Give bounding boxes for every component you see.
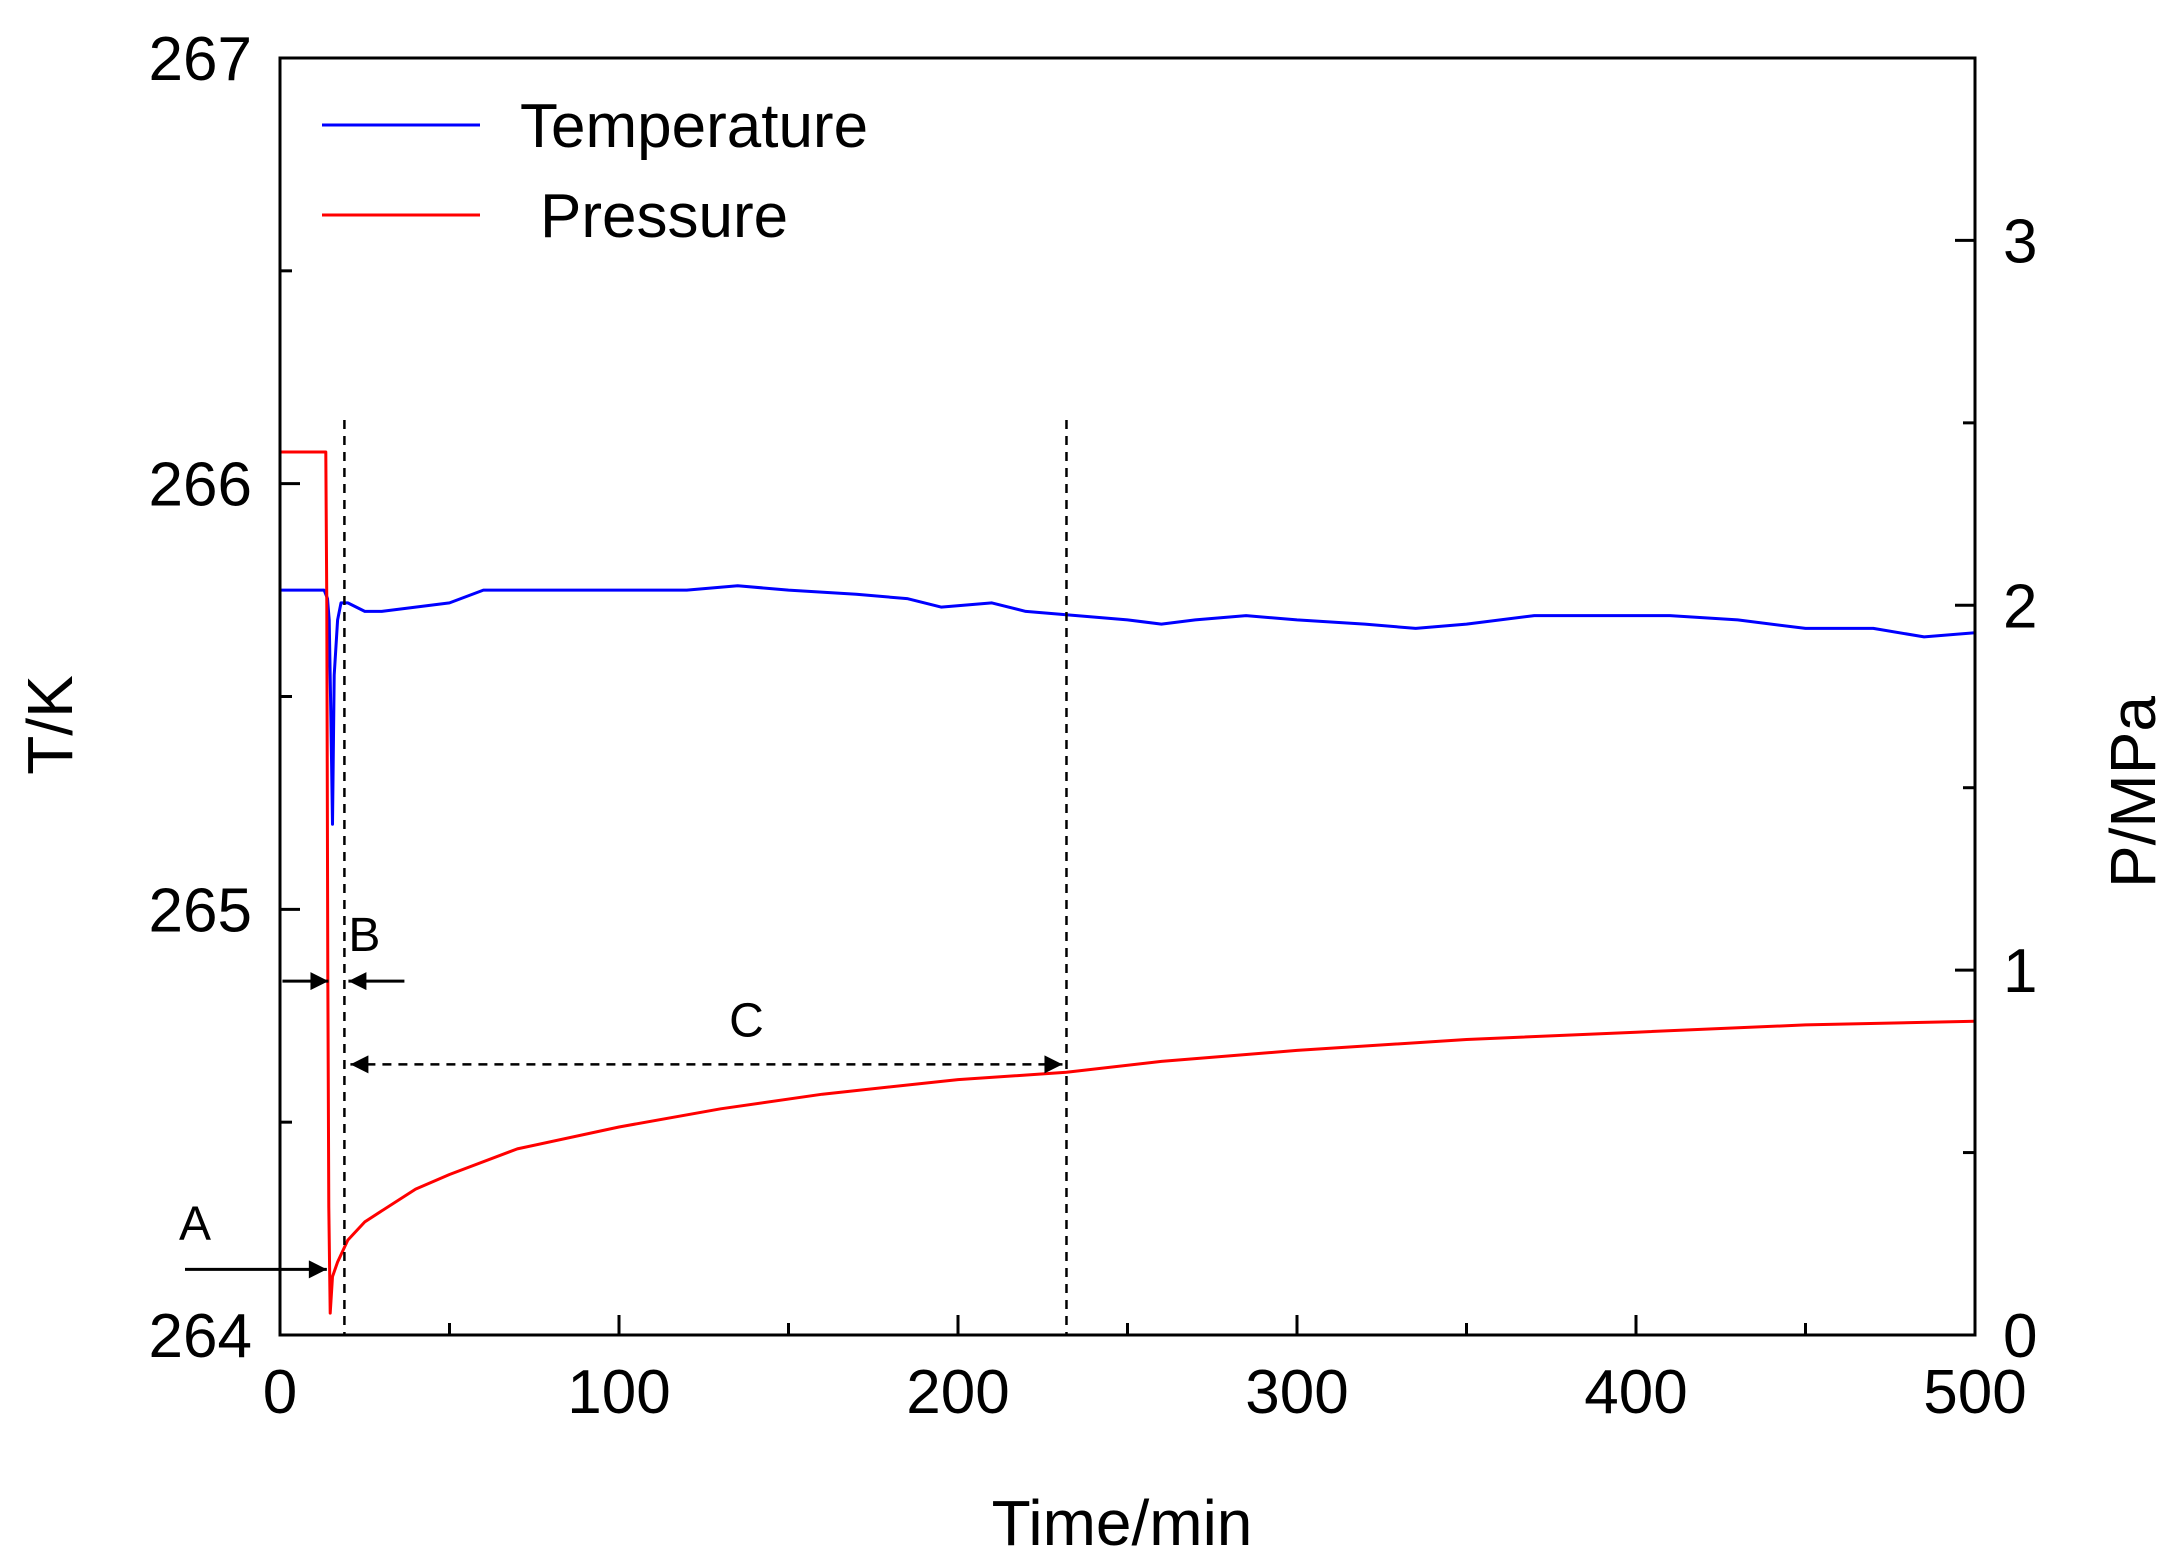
y2-tick-label: 1	[2003, 937, 2037, 1006]
y2-axis-title: P/MPa	[2097, 696, 2165, 888]
annotation-label-a: A	[179, 1197, 211, 1250]
x-tick-label: 300	[1245, 1358, 1348, 1427]
y2-tick-label: 2	[2003, 572, 2037, 641]
legend-label-pressure: Pressure	[540, 182, 788, 251]
y-tick-label: 266	[149, 451, 252, 520]
series-line-pressure	[280, 450, 1976, 1315]
x-tick-label: 100	[567, 1358, 670, 1427]
y2-tick-label: 3	[2003, 207, 2037, 276]
legend-label-temperature: Temperature	[520, 92, 868, 161]
y-axis-title: T/K	[14, 675, 86, 775]
legend: Temperature Pressure	[322, 92, 868, 251]
annotation-label-c: C	[729, 994, 764, 1047]
annotation-label-b: B	[348, 909, 380, 962]
y-tick-label: 265	[149, 876, 252, 945]
y-tick-label: 267	[149, 25, 252, 94]
y-tick-label: 264	[149, 1302, 252, 1371]
x-axis-title: Time/min	[992, 1487, 1253, 1559]
x-tick-label: 200	[906, 1358, 1009, 1427]
plot-frame	[278, 56, 1977, 1337]
annotations-layer: A B C	[179, 909, 1063, 1279]
x-tick-label: 500	[1923, 1358, 2026, 1427]
series-layer	[280, 450, 1976, 1315]
x-tick-label: 400	[1584, 1358, 1687, 1427]
x-tick-label: 0	[263, 1358, 297, 1427]
y2-tick-label: 0	[2003, 1302, 2037, 1371]
reference-lines-layer	[343, 420, 1068, 1335]
series-line-temperature	[280, 584, 1976, 826]
axes-layer: 0 100 200 300 400 500 264 265 266 267 0 1 2 3	[149, 25, 2038, 1427]
